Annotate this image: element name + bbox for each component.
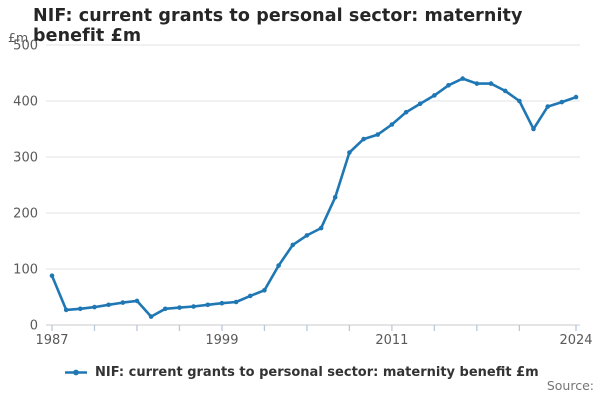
data-point-2010 (375, 132, 381, 137)
data-point-1989 (78, 306, 83, 312)
data-point-2016 (460, 76, 466, 81)
legend: NIF: current grants to personal sector: … (64, 365, 539, 380)
legend-line-marker-icon (65, 369, 87, 376)
data-point-2001 (248, 293, 253, 299)
data-point-2002 (262, 288, 267, 293)
data-point-1997 (191, 304, 196, 309)
chart-title: NIF: current grants to personal sector: … (33, 6, 523, 46)
data-point-1991 (106, 302, 111, 308)
line-chart-plot-area: 0 100 200 300 400 500 1987 1999 2011 2024 (13, 39, 592, 349)
data-point-2012 (403, 109, 409, 115)
data-point-2015 (446, 83, 451, 88)
data-point-2023 (559, 99, 565, 105)
y-axis-unit-label: £m (8, 30, 29, 45)
data-point-2019 (502, 88, 508, 94)
data-point-2000 (233, 299, 239, 305)
data-point-1990 (92, 304, 97, 310)
x-tick-label-1999: 1999 (205, 333, 238, 348)
series-line (50, 77, 578, 318)
legend-label: NIF: current grants to personal sector: … (95, 365, 539, 380)
data-point-2011 (389, 122, 395, 127)
data-point-1993 (134, 298, 140, 304)
data-point-1988 (63, 307, 69, 313)
data-point-2018 (488, 81, 494, 86)
data-point-1992 (120, 300, 126, 305)
y-tick-label-500: 500 (13, 39, 38, 54)
data-point-1987 (49, 273, 55, 279)
data-point-2017 (474, 81, 480, 86)
data-point-2024 (573, 94, 579, 100)
data-point-1995 (163, 306, 168, 312)
x-tick-label-2011: 2011 (375, 333, 408, 348)
data-point-1994 (148, 314, 154, 319)
y-tick-label-200: 200 (13, 207, 38, 222)
data-point-2006 (318, 225, 324, 231)
y-tick-label-100: 100 (13, 263, 38, 278)
data-point-2014 (432, 93, 437, 98)
data-point-1996 (177, 305, 182, 310)
y-tick-label-300: 300 (13, 151, 38, 166)
data-point-2021 (531, 126, 536, 132)
data-point-2013 (417, 101, 423, 107)
source-label: Source: (546, 378, 594, 393)
data-point-2020 (517, 98, 522, 104)
data-point-2003 (276, 263, 281, 268)
data-point-2004 (290, 242, 296, 248)
data-point-2022 (545, 104, 550, 109)
y-tick-label-400: 400 (13, 95, 38, 110)
data-point-2008 (347, 150, 352, 155)
y-tick-label-0: 0 (30, 319, 38, 334)
x-tick-label-2024: 2024 (559, 333, 592, 348)
data-point-1999 (219, 300, 225, 306)
data-point-1998 (205, 302, 211, 308)
data-point-2005 (304, 233, 310, 238)
x-tick-label-1987: 1987 (35, 333, 68, 348)
data-point-2009 (361, 136, 366, 142)
data-point-2007 (332, 195, 338, 200)
